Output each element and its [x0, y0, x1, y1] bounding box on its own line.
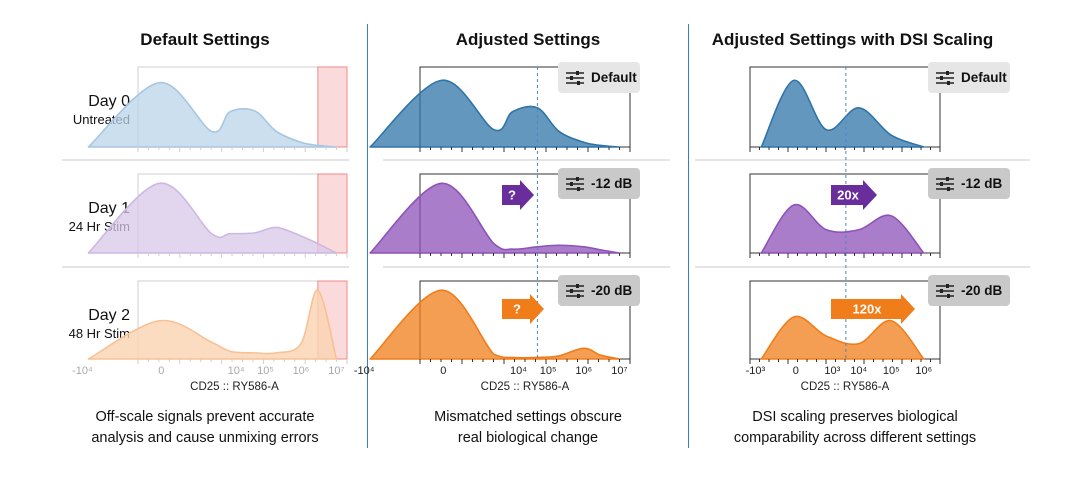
caption-line: Off-scale signals prevent accurate: [95, 409, 315, 425]
panel-2-1: [369, 66, 631, 152]
histogram-day-0: [87, 81, 338, 148]
arrow-label: 20x: [837, 188, 859, 203]
tick-label: 10⁶: [575, 365, 592, 377]
sliders-icon: [564, 282, 586, 300]
caption-line: comparability across different settings: [733, 430, 977, 446]
gain-badge-default: Default: [928, 62, 1010, 93]
gain-badge-20db: -20 dB: [558, 275, 640, 306]
question-arrow-12db: ?: [502, 180, 534, 210]
tick-label: -10³: [746, 365, 766, 377]
arrow-shape: [502, 180, 534, 210]
tick-label: 10⁴: [228, 365, 245, 377]
tick-label: 0: [440, 365, 446, 377]
badge-label: -20 dB: [961, 283, 1003, 298]
sliders-icon: [564, 69, 586, 87]
histogram-day-2: [87, 289, 338, 360]
tick-label: 10³: [824, 365, 840, 377]
histogram--20-db: [369, 289, 621, 360]
arrow-label: ?: [508, 188, 516, 203]
tick-label: 10⁵: [257, 365, 274, 377]
caption-line: DSI scaling preserves biological: [752, 409, 958, 425]
caption-default: Off-scale signals prevent accurate analy…: [55, 407, 355, 449]
col-title-dsi: Adjusted Settings with DSI Scaling: [711, 30, 994, 49]
tick-label: 0: [793, 365, 799, 377]
arrow-shape: [502, 294, 544, 324]
tick-label: 10⁶: [915, 365, 932, 377]
badge-label: Default: [591, 70, 637, 85]
scale-arrow-20x: 20x: [831, 180, 877, 210]
caption-line: analysis and cause unmixing errors: [91, 430, 319, 446]
badge-label: -12 dB: [961, 176, 1003, 191]
row-label-day2: Day 2 48 Hr Stim: [40, 307, 130, 343]
caption-adjusted: Mismatched settings obscure real biologi…: [383, 407, 673, 449]
gain-badge-12db: -12 dB: [558, 168, 640, 199]
sliders-icon: [934, 69, 956, 87]
panel-3-2: [749, 173, 941, 258]
panel-2-3: [369, 280, 631, 364]
panel-1-1: [87, 66, 348, 152]
row-label-day: Day 1: [88, 200, 130, 217]
badge-label: -20 dB: [591, 283, 633, 298]
caption-dsi: DSI scaling preserves biological compara…: [700, 407, 1010, 449]
tick-label: 10⁵: [540, 365, 557, 377]
caption-line: real biological change: [457, 430, 599, 446]
sliders-icon: [564, 175, 586, 193]
row-label-sub: 48 Hr Stim: [68, 326, 130, 341]
sliders-icon: [934, 282, 956, 300]
gain-badge-12db: -12 dB: [928, 168, 1010, 199]
gain-badge-20db: -20 dB: [928, 275, 1010, 306]
row-label-day: Day 0: [88, 93, 130, 110]
panel-1-3: [87, 280, 348, 364]
column-separator: [688, 24, 689, 448]
arrow-shape: [831, 294, 915, 324]
panel-3-1: [749, 66, 941, 152]
histogram-day-1: [87, 182, 338, 254]
x-axis-label: CD25 :: RY586-A: [801, 381, 890, 393]
tick-label: 0: [158, 365, 164, 377]
caption-line: Mismatched settings obscure: [434, 409, 622, 425]
col-title-adjusted: Adjusted Settings: [455, 30, 601, 49]
x-axis-label: CD25 :: RY586-A: [481, 381, 570, 393]
tick-label: 10⁴: [510, 365, 527, 377]
histogram--12-db: [760, 203, 925, 254]
arrow-shape: [831, 180, 877, 210]
offscale-region: [317, 66, 348, 148]
sliders-icon: [934, 175, 956, 193]
arrow-label: 120x: [853, 302, 883, 317]
offscale-region: [317, 173, 348, 254]
panel-3-3: [749, 280, 941, 364]
tick-label: -10⁴: [354, 365, 375, 377]
arrow-label: ?: [513, 302, 521, 317]
question-arrow-20db: ?: [502, 294, 544, 324]
panel-2-2: [369, 173, 631, 258]
panel-1-2: [87, 173, 348, 258]
badge-label: -12 dB: [591, 176, 633, 191]
tick-label: 10⁵: [883, 365, 900, 377]
col-title-default: Default Settings: [140, 30, 270, 49]
column-separator: [367, 24, 368, 448]
tick-label: 10⁶: [293, 365, 310, 377]
tick-label: -10⁴: [72, 365, 93, 377]
x-axis-label: CD25 :: RY586-A: [190, 381, 279, 393]
badge-label: Default: [961, 70, 1007, 85]
histogram--20-db: [760, 315, 925, 360]
tick-label: 10⁴: [850, 365, 867, 377]
tick-label: 10⁷: [611, 365, 627, 377]
tick-label: 10⁷: [328, 365, 344, 377]
histogram--12-db: [369, 182, 621, 254]
gain-badge-default: Default: [558, 62, 640, 93]
histogram-default: [760, 79, 925, 148]
scale-arrow-120x: 120x: [831, 294, 915, 324]
histogram-default: [369, 79, 621, 148]
row-label-day: Day 2: [88, 307, 130, 324]
